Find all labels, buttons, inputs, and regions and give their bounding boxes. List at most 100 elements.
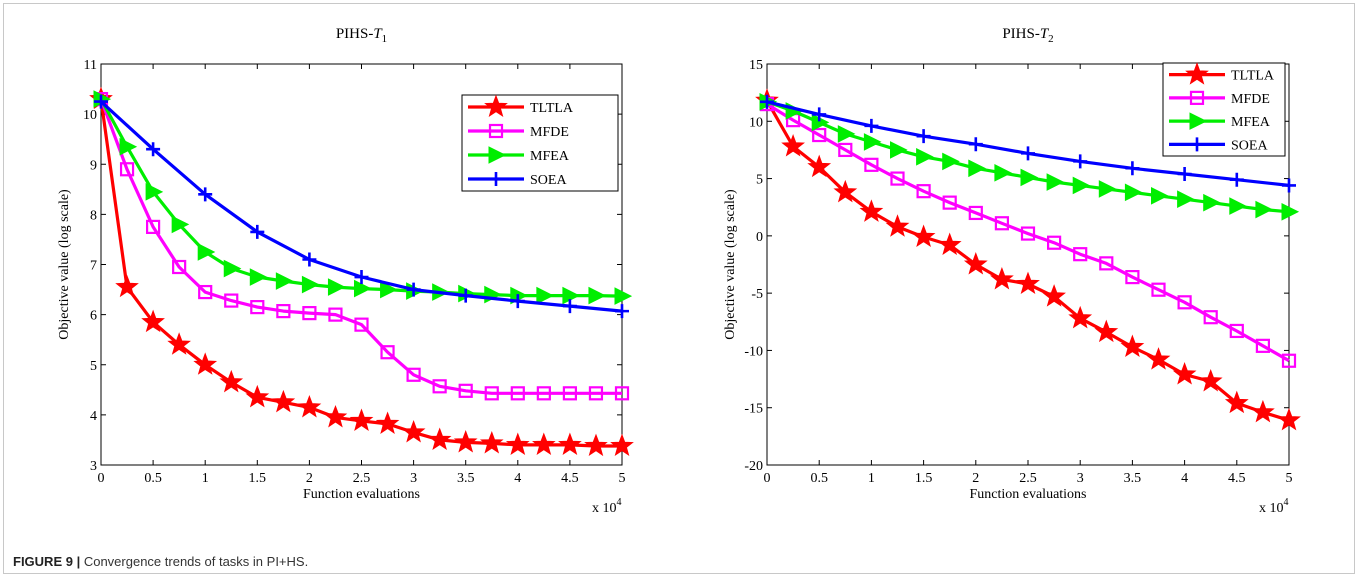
legend-box bbox=[461, 94, 619, 192]
figure-caption: FIGURE 9 | Convergence trends of tasks i… bbox=[13, 554, 308, 569]
y-tick-label: -5 bbox=[751, 287, 763, 302]
legend-label: MFEA bbox=[530, 149, 570, 164]
data-point-tltla bbox=[141, 309, 165, 333]
data-point-mfea bbox=[1151, 186, 1169, 205]
data-point-soea bbox=[562, 299, 577, 314]
data-point-mfde bbox=[380, 345, 395, 360]
series-line-mfde bbox=[99, 98, 622, 395]
data-point-mfea bbox=[942, 152, 960, 171]
x-tick-label: 4 bbox=[1181, 471, 1188, 486]
x-tick-label: 4 bbox=[514, 471, 521, 486]
x-tick-label: 2 bbox=[306, 471, 313, 486]
data-point-mfea bbox=[614, 287, 633, 305]
data-point-tltla bbox=[990, 266, 1014, 290]
x-tick-label: 3 bbox=[1077, 471, 1084, 486]
data-point-soea bbox=[968, 137, 983, 152]
y-tick-label: 11 bbox=[84, 58, 97, 73]
data-point-mfde bbox=[1255, 338, 1271, 353]
data-point-soea bbox=[1021, 146, 1035, 161]
y-tick-label: 10 bbox=[749, 115, 763, 130]
data-point-soea bbox=[1125, 161, 1140, 176]
data-point-tltla bbox=[505, 432, 530, 455]
x-axis-label: Function evaluations bbox=[969, 487, 1086, 502]
data-point-mfde bbox=[864, 157, 879, 172]
data-point-tltla bbox=[427, 427, 452, 450]
legend-marker bbox=[1185, 62, 1209, 85]
data-point-tltla bbox=[558, 432, 582, 455]
data-point-tltla bbox=[1094, 319, 1119, 343]
data-point-mfea bbox=[1046, 173, 1065, 191]
data-point-mfde bbox=[250, 300, 265, 315]
data-point-soea bbox=[812, 107, 827, 122]
y-tick-label: 3 bbox=[90, 459, 97, 474]
legend-marker bbox=[1189, 90, 1205, 105]
x-tick-label: 0.5 bbox=[144, 471, 162, 486]
data-point-mfde bbox=[890, 171, 905, 186]
data-point-soea bbox=[146, 142, 161, 157]
data-point-mfde bbox=[146, 219, 161, 235]
data-point-mfde bbox=[224, 293, 239, 308]
data-point-mfde bbox=[1229, 323, 1244, 339]
data-point-tltla bbox=[885, 214, 910, 237]
x-multiplier-label: x 104 bbox=[592, 497, 622, 516]
data-point-mfea bbox=[327, 278, 346, 296]
legend-marker bbox=[488, 146, 507, 164]
legend-label: TLTLA bbox=[1231, 69, 1275, 84]
data-point-mfde bbox=[1151, 282, 1166, 297]
data-point-mfea bbox=[275, 272, 294, 290]
legend-marker bbox=[489, 172, 503, 186]
data-point-soea bbox=[302, 252, 317, 267]
data-point-tltla bbox=[219, 369, 244, 393]
data-point-mfde bbox=[432, 379, 447, 394]
x-tick-label: 1 bbox=[868, 471, 875, 486]
data-point-mfea bbox=[197, 243, 216, 261]
data-point-mfea bbox=[536, 286, 554, 305]
caption-text: Convergence trends of tasks in PI+HS. bbox=[83, 554, 309, 569]
data-point-mfea bbox=[1281, 202, 1300, 221]
data-point-mfea bbox=[1229, 197, 1247, 215]
data-point-mfea bbox=[119, 137, 138, 156]
data-point-mfea bbox=[588, 286, 607, 305]
data-point-mfde bbox=[276, 304, 291, 319]
legend: TLTLA MFDE MFEA SOEA bbox=[461, 94, 619, 192]
series-mfea bbox=[759, 92, 1300, 221]
y-tick-label: 5 bbox=[90, 359, 97, 374]
data-point-soea bbox=[1282, 178, 1296, 193]
data-point-mfde bbox=[1046, 235, 1062, 250]
y-axis-label: Objective value (log scale) bbox=[57, 189, 72, 340]
data-point-tltla bbox=[911, 224, 936, 248]
data-point-mfde bbox=[562, 386, 578, 401]
data-point-tltla bbox=[937, 232, 962, 256]
x-tick-label: 4.5 bbox=[561, 471, 579, 486]
data-point-tltla bbox=[807, 154, 832, 178]
chart-panel-2: 0 0.5 1 1.5 2 2.5 3 3.5 4 4.5 5 -20 -15 -10 -5 0 5 10 15 PI… bbox=[723, 26, 1301, 516]
data-point-soea bbox=[1229, 172, 1244, 187]
chart-panel-1: 0 0.5 1 1.5 2 2.5 3 3.5 4 4.5 5 3 4 5 6 7 8 9 10 11 PIHS-T1 F… bbox=[57, 26, 634, 516]
data-point-tltla bbox=[1042, 284, 1066, 307]
data-point-mfea bbox=[380, 280, 398, 299]
x-tick-label: 5 bbox=[619, 471, 626, 486]
x-tick-label: 5 bbox=[1286, 471, 1293, 486]
charts-canvas: 0 0.5 1 1.5 2 2.5 3 3.5 4 4.5 534567891011PIHS-T1F… bbox=[57, 26, 1301, 516]
data-point-tltla bbox=[963, 252, 988, 275]
data-point-mfde bbox=[994, 216, 1010, 231]
data-point-tltla bbox=[833, 179, 858, 203]
series-mfde bbox=[759, 96, 1297, 368]
y-tick-label: 7 bbox=[90, 259, 97, 274]
series-line-mfde bbox=[766, 102, 1290, 363]
y-axis-label: Objective value (log scale) bbox=[723, 189, 738, 340]
data-point-tltla bbox=[859, 199, 884, 222]
data-point-tltla bbox=[584, 433, 608, 457]
data-point-mfde bbox=[172, 259, 187, 275]
data-point-mfea bbox=[1177, 190, 1195, 209]
data-point-mfde bbox=[354, 317, 369, 332]
data-point-tltla bbox=[1277, 407, 1301, 431]
legend-label: SOEA bbox=[530, 173, 567, 188]
data-point-mfea bbox=[249, 268, 268, 286]
series-soea bbox=[94, 94, 629, 319]
data-point-mfde bbox=[942, 195, 957, 210]
y-tick-label: 5 bbox=[756, 173, 763, 188]
data-point-tltla bbox=[453, 429, 478, 453]
legend-label: MFEA bbox=[1231, 115, 1271, 130]
data-point-mfde bbox=[536, 386, 551, 401]
